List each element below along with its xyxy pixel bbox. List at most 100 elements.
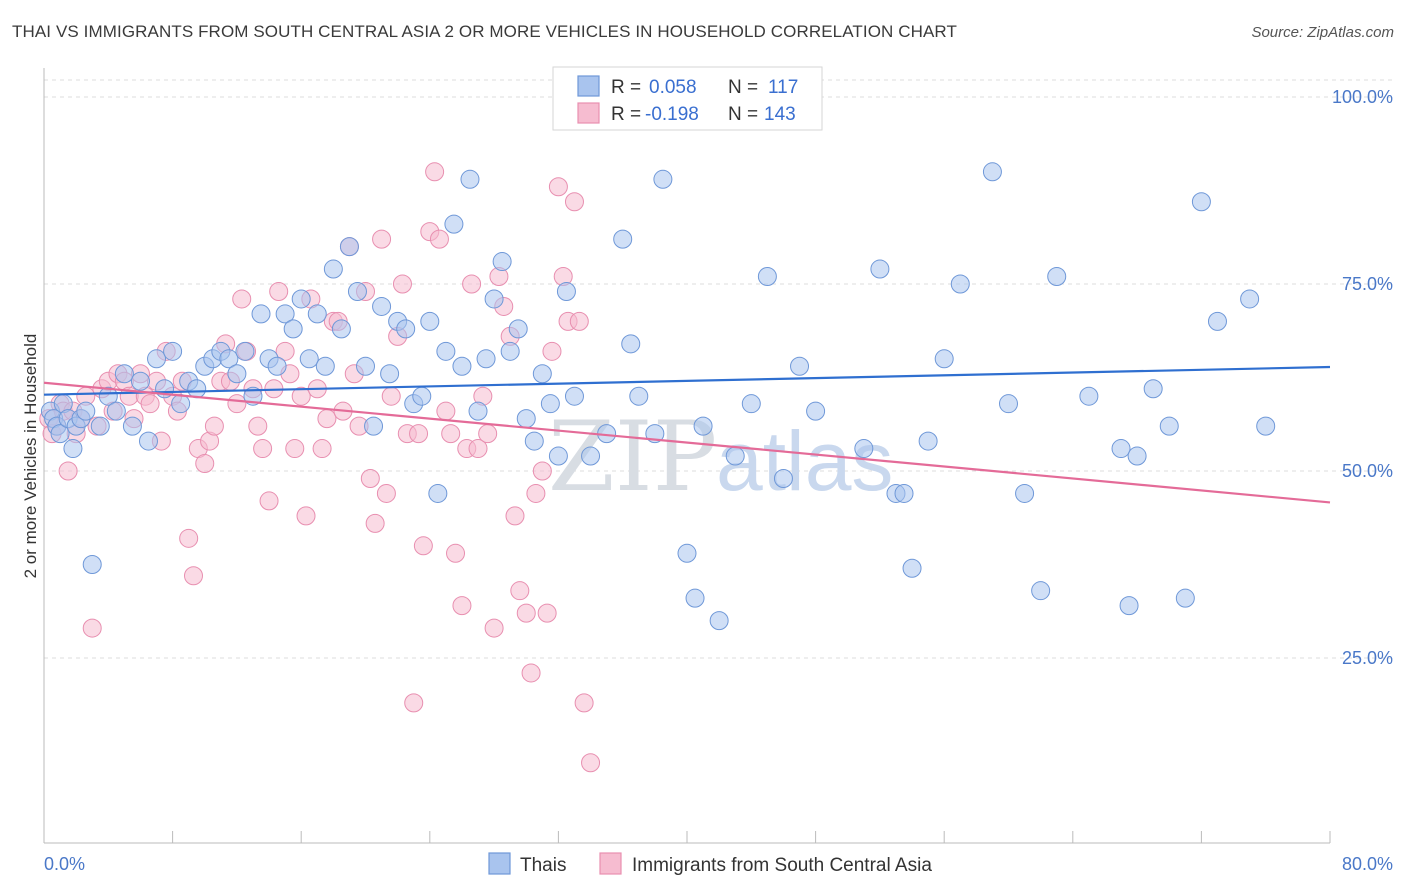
point-thais (564, 386, 584, 406)
point-thais (1047, 267, 1067, 287)
point-thais (347, 281, 367, 301)
point-thais (436, 341, 456, 361)
legend-n-label-thais: N = (728, 77, 758, 98)
point-thais (339, 237, 359, 257)
point-thais (516, 409, 536, 429)
bottom-legend: Thais Immigrants from South Central Asia (488, 852, 932, 876)
trend-line-immigrants (43, 381, 1331, 504)
point-immigrants (376, 483, 396, 503)
point-thais (1207, 311, 1227, 331)
point-thais (364, 416, 384, 436)
point-immigrants (521, 663, 541, 683)
point-thais (613, 229, 633, 249)
point-thais (581, 446, 601, 466)
point-thais (950, 274, 970, 294)
point-thais (114, 364, 134, 384)
point-thais (1159, 416, 1179, 436)
point-thais (1127, 446, 1147, 466)
point-thais (299, 349, 319, 369)
point-immigrants (82, 618, 102, 638)
point-thais (251, 304, 271, 324)
point-thais (653, 169, 673, 189)
point-thais (685, 588, 705, 608)
point-thais (629, 386, 649, 406)
point-immigrants (179, 528, 199, 548)
point-immigrants (312, 439, 332, 459)
point-thais (122, 416, 142, 436)
point-thais (540, 394, 560, 414)
point-thais (307, 304, 327, 324)
point-immigrants (259, 491, 279, 511)
point-thais (524, 431, 544, 451)
point-thais (331, 319, 351, 339)
point-thais (773, 468, 793, 488)
legend-swatch-immigrants (577, 102, 600, 124)
point-thais (709, 611, 729, 631)
point-thais (444, 214, 464, 234)
point-thais (621, 334, 641, 354)
legend-swatch-thais (577, 75, 600, 97)
point-thais (106, 401, 126, 421)
point-immigrants (478, 424, 498, 444)
point-thais (98, 386, 118, 406)
x-tick-label: 0.0% (44, 854, 85, 874)
bottom-legend-label-thais: Thais (520, 855, 566, 876)
point-immigrants (452, 596, 472, 616)
point-thais (267, 356, 287, 376)
point-thais (428, 483, 448, 503)
point-immigrants (195, 454, 215, 474)
point-thais (396, 319, 416, 339)
point-thais (1119, 596, 1139, 616)
y-tick-label: 50.0% (1342, 461, 1393, 481)
point-immigrants (441, 424, 461, 444)
point-thais (894, 483, 914, 503)
point-immigrants (360, 468, 380, 488)
point-immigrants (275, 341, 295, 361)
legend-n-value-thais: 117 (768, 77, 798, 98)
source-note: Source: ZipAtlas.com (1251, 24, 1394, 41)
point-thais (372, 296, 392, 316)
point-immigrants (317, 409, 337, 429)
point-immigrants (392, 274, 412, 294)
point-immigrants (140, 394, 160, 414)
watermark: ZIP atlas (548, 401, 893, 513)
point-thais (356, 356, 375, 376)
point-immigrants (542, 341, 562, 361)
point-immigrants (564, 192, 584, 212)
point-thais (227, 364, 247, 384)
point-thais (1111, 439, 1131, 459)
point-immigrants (548, 177, 568, 197)
point-immigrants (183, 566, 203, 586)
point-thais (725, 446, 745, 466)
point-immigrants (532, 461, 552, 481)
point-immigrants (404, 693, 424, 713)
point-thais (1079, 386, 1099, 406)
point-thais (934, 349, 954, 369)
trend-lines (43, 365, 1331, 504)
point-immigrants (537, 603, 557, 623)
point-immigrants (462, 274, 482, 294)
y-tick-label: 100.0% (1332, 87, 1393, 107)
point-thais (90, 416, 110, 436)
point-thais (275, 304, 295, 324)
point-immigrants (409, 424, 429, 444)
point-thais (420, 311, 440, 331)
point-thais (1031, 581, 1051, 601)
point-thais (468, 401, 488, 421)
point-thais (452, 356, 472, 376)
point-thais (870, 259, 890, 279)
point-immigrants (253, 439, 273, 459)
point-immigrants (248, 416, 268, 436)
point-thais (806, 401, 826, 421)
trend-line-thais (43, 365, 1331, 396)
point-thais (677, 543, 697, 563)
point-thais (790, 356, 810, 376)
point-thais (1143, 379, 1163, 399)
point-thais (76, 401, 96, 421)
point-thais (741, 394, 761, 414)
point-thais (476, 349, 496, 369)
point-immigrants (429, 229, 449, 249)
point-thais (50, 424, 70, 444)
point-thais (82, 555, 102, 574)
point-thais (323, 259, 343, 279)
